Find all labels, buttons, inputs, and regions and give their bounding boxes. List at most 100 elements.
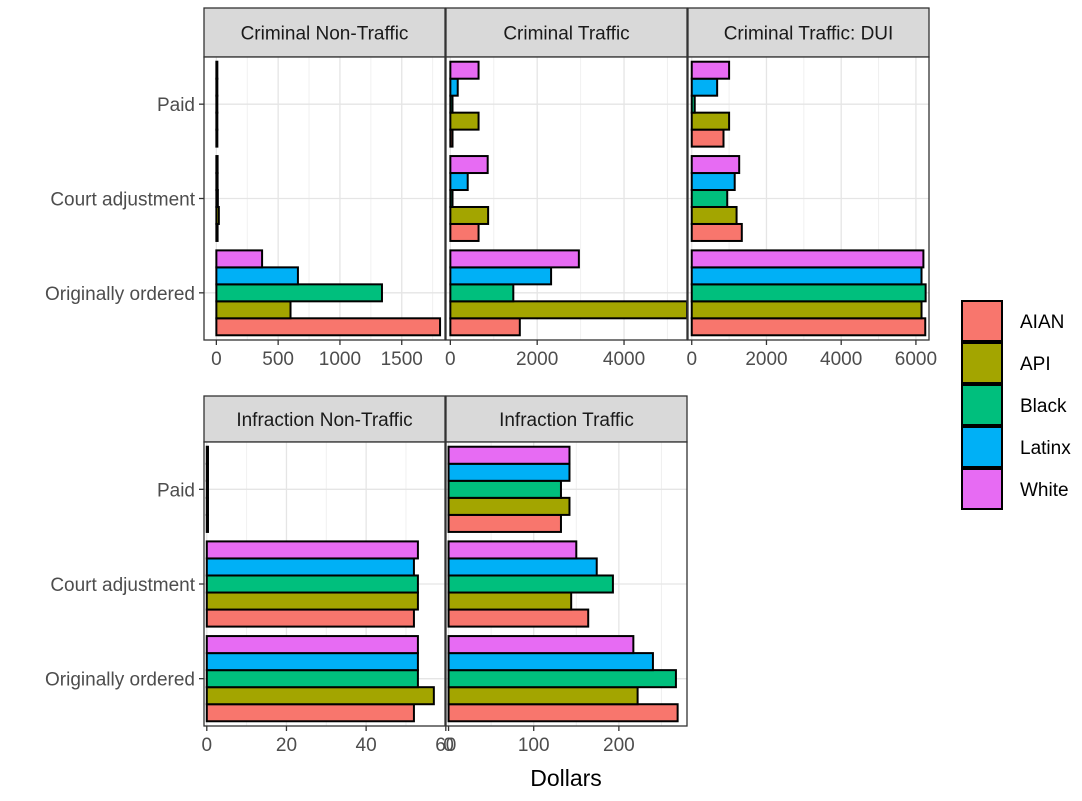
legend-key-white [961, 468, 1003, 510]
x-tick-label: 0 [686, 349, 697, 370]
legend-label-black: Black [1020, 396, 1067, 417]
bar-criminal-traffic-court-adjustment-aian [449, 222, 480, 242]
bar-criminal-traffic-dui-originally-ordered-latinx [690, 266, 923, 286]
facet-strip-criminal-traffic [445, 7, 688, 58]
bar-infraction-traffic-court-adjustment-latinx [447, 557, 598, 577]
bar-criminal-non-traffic-originally-ordered-black [215, 283, 383, 303]
x-axis-title: Dollars [530, 765, 602, 791]
bar-infraction-traffic-court-adjustment-api [447, 591, 573, 611]
bar-infraction-traffic-court-adjustment-white [447, 540, 578, 560]
panel-border-criminal-traffic [445, 56, 688, 341]
bar-criminal-traffic-dui-paid-latinx [690, 77, 719, 97]
bar-criminal-traffic-dui-court-adjustment-api [690, 205, 738, 225]
bar-infraction-traffic-originally-ordered-api [447, 686, 639, 706]
bar-infraction-traffic-paid-aian [447, 513, 562, 533]
facet-strip-criminal-traffic-dui [687, 7, 930, 58]
bar-criminal-traffic-dui-court-adjustment-black [690, 189, 729, 208]
x-tick-label: 4000 [820, 349, 862, 370]
bar-criminal-non-traffic-originally-ordered-aian [215, 317, 442, 337]
bar-criminal-non-traffic-court-adjustment-latinx [215, 172, 219, 192]
x-tick-label: 2000 [745, 349, 787, 370]
facet-strip-infraction-traffic [445, 395, 688, 443]
x-tick-label: 20 [276, 735, 297, 756]
bar-infraction-non-traffic-paid-api [205, 496, 209, 516]
facet-strip-criminal-non-traffic [203, 7, 446, 58]
bar-criminal-traffic-court-adjustment-latinx [449, 172, 469, 192]
bar-criminal-traffic-originally-ordered-black [449, 283, 515, 303]
bar-infraction-non-traffic-paid-black [205, 479, 209, 499]
bar-criminal-traffic-court-adjustment-white [449, 155, 489, 175]
bar-criminal-non-traffic-court-adjustment-white [215, 155, 219, 175]
bar-infraction-traffic-paid-black [447, 479, 562, 499]
bar-infraction-traffic-paid-white [447, 445, 571, 465]
bar-criminal-non-traffic-court-adjustment-aian [215, 222, 219, 242]
legend-label-aian: AIAN [1020, 312, 1064, 333]
x-tick-label: 0 [201, 735, 212, 756]
x-tick-label: 0 [443, 735, 454, 756]
legend-key-api [961, 342, 1003, 384]
x-tick-label: 2000 [516, 349, 558, 370]
y-tick-label-originally-ordered: Originally ordered [45, 670, 195, 691]
bar-infraction-non-traffic-paid-aian [205, 513, 209, 533]
bar-criminal-non-traffic-paid-api [215, 111, 219, 131]
bar-criminal-traffic-dui-originally-ordered-aian [690, 317, 927, 337]
y-tick-label-paid: Paid [157, 95, 195, 116]
panel-border-infraction-traffic [445, 441, 688, 727]
x-tick-label: 100 [518, 735, 550, 756]
bar-criminal-traffic-dui-paid-white [690, 60, 731, 80]
bar-infraction-non-traffic-originally-ordered-black [205, 669, 419, 689]
bar-criminal-traffic-paid-api [449, 111, 480, 131]
facet-title-criminal-traffic-dui: Criminal Traffic: DUI [724, 24, 894, 45]
bar-criminal-traffic-dui-court-adjustment-aian [690, 222, 743, 242]
bar-criminal-non-traffic-paid-white [215, 60, 219, 80]
bar-criminal-traffic-dui-court-adjustment-latinx [690, 172, 736, 192]
x-tick-label: 4000 [603, 349, 645, 370]
bar-infraction-non-traffic-court-adjustment-black [205, 574, 419, 594]
bar-criminal-traffic-originally-ordered-aian [449, 317, 521, 337]
bar-criminal-traffic-dui-originally-ordered-white [690, 249, 925, 269]
bar-infraction-traffic-paid-latinx [447, 462, 571, 482]
bar-criminal-traffic-dui-paid-aian [690, 128, 725, 148]
bar-infraction-traffic-paid-api [447, 496, 571, 516]
bar-criminal-non-traffic-paid-latinx [215, 77, 219, 97]
x-tick-label: 40 [356, 735, 377, 756]
x-tick-label: 1500 [381, 349, 423, 370]
legend-label-latinx: Latinx [1020, 438, 1071, 459]
bar-infraction-non-traffic-originally-ordered-aian [205, 703, 415, 723]
bar-criminal-non-traffic-originally-ordered-api [215, 300, 292, 320]
y-tick-label-court-adjustment: Court adjustment [50, 190, 195, 211]
legend-key-black [961, 384, 1003, 426]
bar-criminal-traffic-originally-ordered-white [449, 249, 580, 269]
bar-criminal-traffic-dui-paid-api [690, 111, 731, 131]
y-tick-label-court-adjustment: Court adjustment [50, 575, 195, 596]
bar-criminal-non-traffic-paid-black [215, 94, 219, 114]
x-tick-label: 200 [603, 735, 635, 756]
bar-criminal-non-traffic-originally-ordered-white [215, 249, 264, 269]
bar-infraction-non-traffic-originally-ordered-latinx [205, 652, 419, 672]
bar-criminal-traffic-dui-court-adjustment-white [690, 155, 741, 175]
bar-infraction-non-traffic-originally-ordered-white [205, 635, 419, 655]
y-tick-label-originally-ordered: Originally ordered [45, 284, 195, 305]
x-tick-label: 0 [445, 349, 456, 370]
bar-criminal-traffic-paid-black [449, 94, 454, 114]
bar-criminal-traffic-court-adjustment-api [449, 205, 490, 225]
bar-infraction-traffic-originally-ordered-black [447, 669, 677, 689]
bar-criminal-traffic-originally-ordered-api [449, 300, 688, 320]
bar-criminal-non-traffic-originally-ordered-latinx [215, 266, 299, 286]
bar-infraction-traffic-court-adjustment-black [447, 574, 614, 594]
x-tick-label: 500 [262, 349, 294, 370]
bar-criminal-traffic-paid-white [449, 60, 480, 80]
bar-infraction-traffic-originally-ordered-latinx [447, 652, 654, 672]
bar-infraction-non-traffic-court-adjustment-white [205, 540, 419, 560]
bar-criminal-traffic-paid-latinx [449, 77, 459, 97]
bar-infraction-non-traffic-originally-ordered-api [205, 686, 435, 706]
bar-infraction-non-traffic-court-adjustment-latinx [205, 557, 415, 577]
bar-criminal-traffic-originally-ordered-latinx [449, 266, 553, 286]
y-tick-label-paid: Paid [157, 480, 195, 501]
legend-label-api: API [1020, 354, 1051, 375]
facet-strip-infraction-non-traffic [203, 395, 446, 443]
bar-criminal-traffic-dui-paid-black [690, 94, 696, 114]
legend-key-aian [961, 300, 1003, 342]
bar-criminal-non-traffic-paid-aian [215, 128, 219, 148]
